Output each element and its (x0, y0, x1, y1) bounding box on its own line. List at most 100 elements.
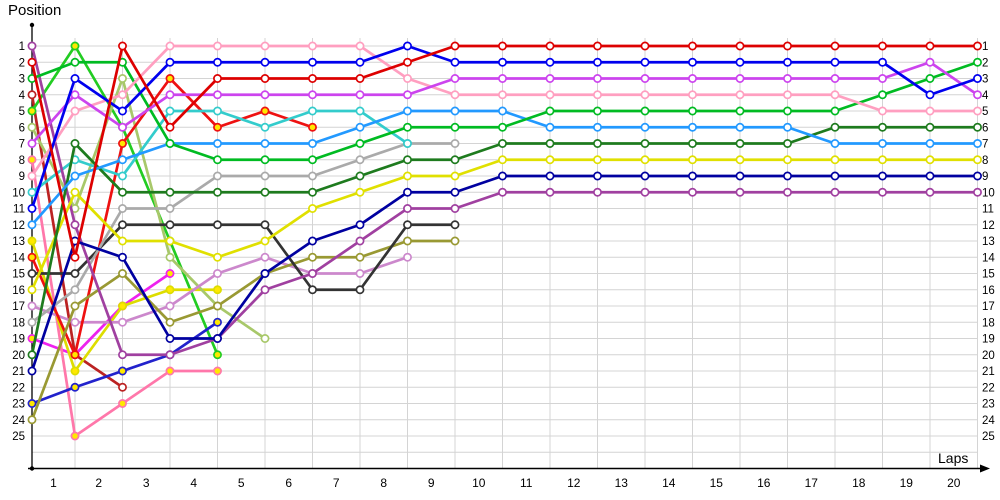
series-marker-khaki-car (450, 236, 460, 246)
x-axis-arrow (980, 464, 990, 473)
position-tick-left: 20 (12, 350, 25, 362)
position-tick-right: 2 (982, 57, 988, 69)
series-marker-blue-car (308, 57, 317, 67)
series-marker-black-car (403, 220, 412, 230)
series-marker-blue-car (830, 57, 840, 67)
series-marker-yellow-car (27, 285, 37, 295)
series-marker-pink-car-b (165, 366, 175, 376)
series-marker-khaki-car (118, 269, 127, 278)
series-marker-blue-car-b (27, 399, 37, 408)
series-marker-magenta-car (213, 90, 222, 100)
position-tick-right: 14 (982, 252, 995, 264)
position-tick-right: 5 (982, 106, 988, 118)
series-marker-khaki-car (355, 252, 365, 262)
position-tick-right: 22 (982, 382, 995, 394)
series-marker-navy-car (830, 171, 840, 181)
series-marker-purple-car (260, 285, 270, 295)
series-marker-black-car (213, 220, 222, 230)
series-marker-gray-car (308, 171, 317, 181)
series-marker-red-car (165, 122, 175, 132)
series-marker-magenta-car (593, 74, 602, 83)
series-marker-pink-car (925, 106, 935, 116)
series-marker-blue-car (688, 57, 697, 67)
series-marker-pink-car (830, 90, 840, 100)
series-marker-green-car (165, 139, 175, 148)
series-marker-purple-car (830, 187, 840, 197)
series-marker-darkgreen-car (165, 187, 175, 197)
series-marker-yellow-car (70, 187, 80, 197)
series-marker-yellow-car (973, 155, 982, 165)
series-marker-magenta-car (260, 90, 270, 100)
position-tick-left: 12 (12, 220, 25, 232)
series-marker-darkgreen-car (925, 122, 935, 132)
lap-tick: 2 (95, 476, 102, 490)
series-marker-red-car-b (308, 122, 317, 132)
series-marker-red-car (450, 41, 460, 51)
series-marker-yellow-car (925, 155, 935, 165)
series-marker-magenta-car (830, 74, 840, 83)
series-marker-pink-car (878, 106, 887, 116)
lap-tick: 18 (852, 476, 866, 490)
series-marker-navy-car (688, 171, 697, 181)
series-marker-blue-car (593, 57, 602, 67)
series-marker-red-car (308, 74, 317, 83)
series-marker-yellow-car (545, 155, 555, 165)
series-marker-pink-car (450, 90, 460, 100)
position-tick-left: 15 (12, 269, 25, 281)
series-marker-red-car-b (27, 252, 37, 262)
series-marker-blue-car (498, 57, 507, 67)
series-marker-red-car (27, 57, 37, 67)
series-marker-green-car (308, 155, 317, 165)
series-marker-blue-car (70, 74, 80, 83)
series-marker-darkgreen-car (688, 139, 697, 148)
series-marker-blue-car (260, 57, 270, 67)
series-marker-darkgreen-car (27, 350, 37, 360)
series-marker-green-car (925, 74, 935, 83)
series-marker-navy-car (403, 187, 412, 197)
lap-tick: 12 (567, 476, 581, 490)
series-marker-green-car (783, 106, 792, 116)
series-marker-magenta-car (165, 90, 175, 100)
series-marker-red-car (688, 41, 697, 51)
series-marker-red-car (783, 41, 792, 51)
series-marker-purple-car (308, 269, 317, 278)
series-marker-darkgreen-car (973, 122, 982, 132)
series-marker-pink-car (735, 90, 745, 100)
series-marker-navy-car (165, 334, 175, 343)
position-tick-right: 13 (982, 236, 995, 248)
series-marker-green-car (973, 57, 982, 67)
series-marker-gray-car (355, 155, 365, 165)
series-marker-pink-car (213, 41, 222, 51)
series-marker-cyan-car (403, 139, 412, 148)
series-marker-khaki-car (308, 252, 317, 262)
series-marker-yellow-car (450, 171, 460, 181)
series-marker-darkgreen-car (70, 139, 80, 148)
series-marker-green-car (498, 122, 507, 132)
series-marker-lavender-car (27, 301, 37, 311)
position-tick-left: 22 (12, 382, 25, 394)
series-marker-purple-car (688, 187, 697, 197)
series-marker-pink-car (118, 90, 127, 100)
series-marker-darkgreen-car (260, 187, 270, 197)
series-marker-blue-car (165, 57, 175, 67)
position-tick-right: 24 (982, 415, 995, 427)
series-marker-purple-car (498, 187, 507, 197)
series-marker-yellow-car-b (165, 285, 175, 295)
series-marker-navy-car (260, 269, 270, 278)
series-marker-cyan-car (260, 122, 270, 132)
series-marker-purple-car (545, 187, 555, 197)
series-marker-yellow-car (640, 155, 650, 165)
series-marker-green-car (593, 106, 602, 116)
series-marker-navy-car (213, 334, 222, 343)
series-marker-pink-car (545, 90, 555, 100)
position-tick-left: 14 (12, 252, 25, 264)
series-marker-navy-car (27, 366, 37, 376)
series-marker-purple-car (403, 204, 412, 213)
series-marker-lavender-car (165, 301, 175, 311)
series-marker-magenta-car (498, 74, 507, 83)
series-marker-blue-car (783, 57, 792, 67)
series-marker-yellow-car (165, 236, 175, 246)
series-marker-magenta-car (640, 74, 650, 83)
series-marker-darkgreen-car (403, 155, 412, 165)
series-marker-magenta-car (70, 90, 80, 100)
